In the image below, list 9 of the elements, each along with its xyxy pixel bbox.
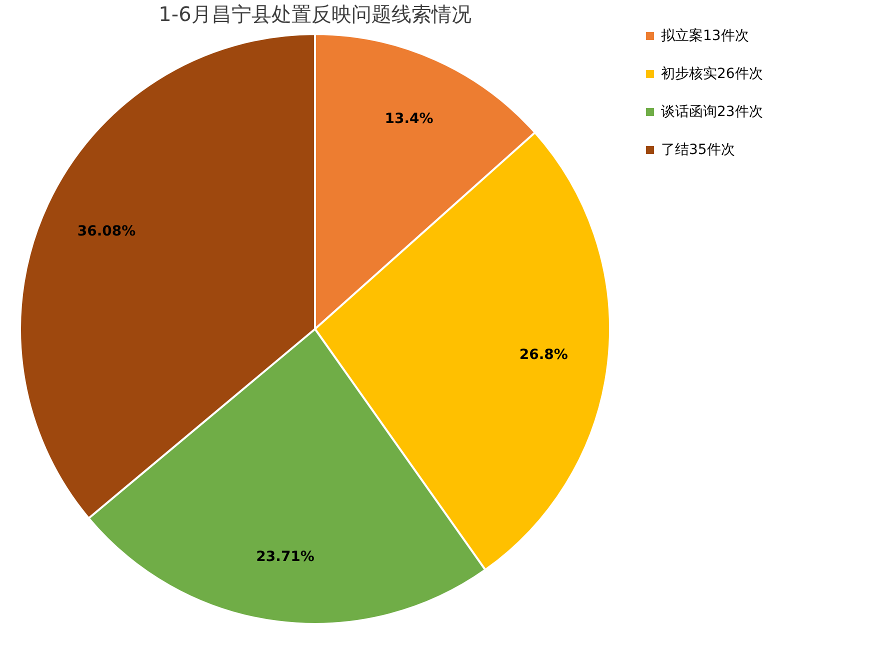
legend-label: 初步核实26件次 bbox=[661, 66, 763, 82]
legend-label: 了结35件次 bbox=[661, 142, 735, 158]
legend-label: 拟立案13件次 bbox=[661, 27, 749, 44]
data-label: 23.71% bbox=[256, 549, 314, 566]
data-label: 13.4% bbox=[384, 110, 434, 127]
chart-title: 1-6月昌宁县处置反映问题线索情况 bbox=[158, 2, 472, 26]
legend-label: 谈话函询23件次 bbox=[661, 104, 763, 120]
data-label: 36.08% bbox=[77, 224, 136, 240]
data-label: 26.8% bbox=[519, 347, 568, 364]
